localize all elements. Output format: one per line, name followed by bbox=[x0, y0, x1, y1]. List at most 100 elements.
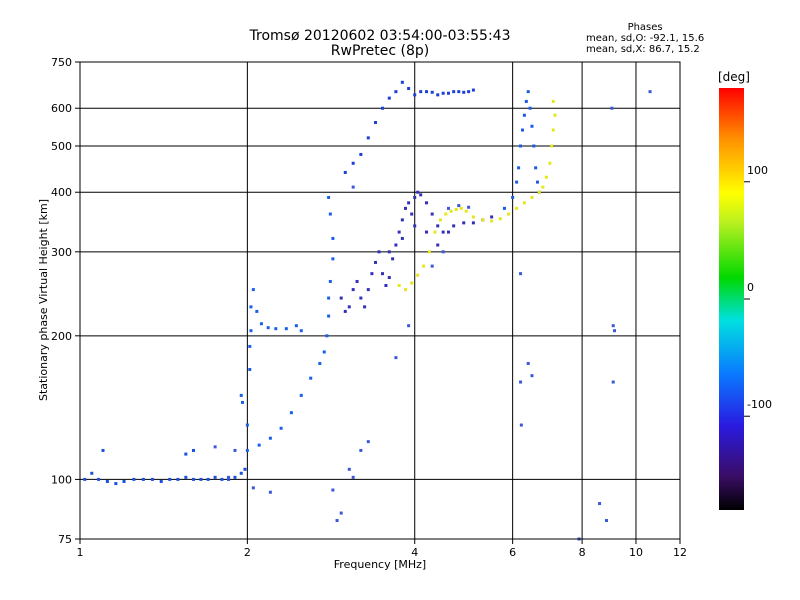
data-point bbox=[519, 423, 523, 427]
data-point bbox=[416, 190, 420, 194]
data-point bbox=[535, 180, 539, 184]
chart-subtitle: RwPretec (8p) bbox=[330, 43, 430, 59]
x-axis-ticks: 1 2 4 6 8 10 12 bbox=[77, 539, 687, 559]
phase-stats: Phases mean, sd,O: -92.1, 15.6 mean, sd,… bbox=[586, 22, 704, 55]
data-point bbox=[251, 486, 255, 490]
data-point bbox=[433, 230, 437, 234]
data-point bbox=[268, 490, 272, 494]
data-point bbox=[279, 426, 283, 430]
y-tick-label: 200 bbox=[51, 330, 72, 343]
data-point bbox=[257, 443, 261, 447]
data-point bbox=[530, 195, 534, 199]
data-point bbox=[289, 411, 293, 415]
data-point bbox=[522, 113, 526, 117]
data-point bbox=[268, 436, 272, 440]
data-point bbox=[413, 195, 417, 199]
data-point bbox=[380, 106, 384, 110]
data-point bbox=[339, 511, 343, 515]
data-point bbox=[517, 166, 521, 170]
data-point bbox=[502, 206, 506, 210]
data-point bbox=[325, 334, 329, 338]
data-point bbox=[328, 212, 332, 216]
data-point bbox=[184, 475, 188, 479]
colorbar-tick-label: -100 bbox=[747, 398, 772, 411]
data-point bbox=[347, 467, 351, 471]
data-point bbox=[648, 90, 652, 94]
data-point bbox=[199, 477, 203, 481]
data-point bbox=[446, 91, 450, 95]
data-point bbox=[404, 288, 408, 292]
y-tick-label: 600 bbox=[51, 102, 72, 115]
colorbar-ticks: 100 0 -100 bbox=[744, 164, 772, 417]
data-point bbox=[299, 393, 303, 397]
data-point bbox=[359, 152, 363, 156]
data-point bbox=[284, 327, 288, 331]
data-point bbox=[159, 479, 163, 483]
data-point bbox=[105, 479, 109, 483]
data-point bbox=[328, 279, 332, 283]
data-point bbox=[394, 90, 398, 94]
data-point bbox=[400, 236, 404, 240]
data-point bbox=[430, 90, 434, 94]
data-point bbox=[355, 279, 359, 283]
data-point bbox=[413, 224, 417, 228]
data-point bbox=[436, 93, 440, 97]
y-tick-label: 100 bbox=[51, 473, 72, 486]
data-point bbox=[245, 448, 249, 452]
data-point bbox=[519, 144, 523, 148]
data-point bbox=[299, 329, 303, 333]
data-point bbox=[548, 161, 552, 165]
data-point bbox=[410, 212, 414, 216]
data-point bbox=[522, 201, 526, 205]
data-point bbox=[441, 91, 445, 95]
data-point bbox=[511, 195, 515, 199]
data-point bbox=[191, 477, 195, 481]
data-point bbox=[213, 445, 217, 449]
data-point bbox=[391, 257, 395, 261]
data-point bbox=[184, 452, 188, 456]
data-point bbox=[416, 273, 420, 277]
data-point bbox=[438, 218, 442, 222]
data-point bbox=[541, 185, 545, 189]
data-point bbox=[351, 185, 355, 189]
data-point bbox=[400, 80, 404, 84]
data-point bbox=[551, 99, 555, 103]
y-tick-label: 500 bbox=[51, 140, 72, 153]
y-tick-label: 300 bbox=[51, 246, 72, 259]
data-point bbox=[507, 212, 511, 216]
data-point bbox=[397, 230, 401, 234]
data-point bbox=[407, 201, 411, 205]
data-point bbox=[446, 230, 450, 234]
data-point bbox=[471, 215, 475, 219]
data-point bbox=[322, 350, 326, 354]
chart-title: Tromsø 20120602 03:54:00-03:55:43 bbox=[249, 28, 511, 44]
data-point bbox=[481, 218, 485, 222]
data-point bbox=[101, 448, 105, 452]
data-points bbox=[83, 80, 652, 541]
data-point bbox=[366, 288, 370, 292]
data-point bbox=[168, 477, 172, 481]
data-point bbox=[515, 180, 519, 184]
data-point bbox=[387, 96, 391, 100]
data-point bbox=[114, 482, 118, 486]
data-point bbox=[373, 260, 377, 264]
data-point bbox=[425, 90, 429, 94]
data-point bbox=[359, 296, 363, 300]
data-point bbox=[471, 88, 475, 92]
data-point bbox=[524, 99, 528, 103]
data-point bbox=[122, 479, 126, 483]
data-point bbox=[343, 170, 347, 174]
stats-x-mode: mean, sd,X: 86.7, 15.2 bbox=[586, 44, 700, 55]
data-point bbox=[245, 423, 249, 427]
data-point bbox=[339, 296, 343, 300]
data-point bbox=[150, 477, 154, 481]
data-point bbox=[255, 309, 259, 313]
data-point bbox=[413, 93, 417, 97]
data-point bbox=[551, 128, 555, 132]
data-point bbox=[274, 327, 278, 331]
data-point bbox=[370, 272, 374, 276]
data-point bbox=[613, 329, 617, 333]
y-tick-label: 75 bbox=[58, 533, 72, 546]
colorbar-tick-label: 100 bbox=[747, 164, 768, 177]
stats-header: Phases bbox=[627, 22, 663, 33]
